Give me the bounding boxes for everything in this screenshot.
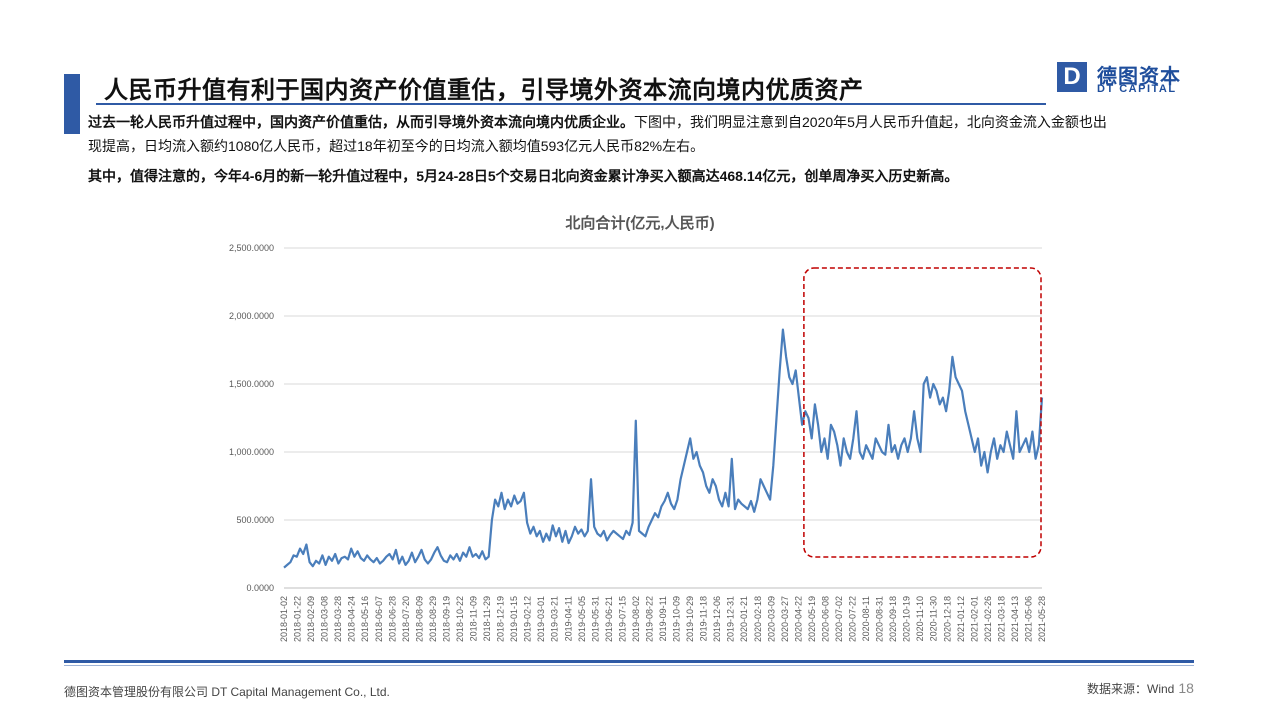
x-tick-label: 2021-02-26	[983, 596, 993, 642]
x-tick-label: 2019-02-12	[523, 596, 533, 642]
x-tick-label: 2018-06-28	[387, 596, 397, 642]
x-tick-label: 2020-08-31	[875, 596, 885, 642]
x-tick-label: 2018-02-09	[306, 596, 316, 642]
x-tick-label: 2019-10-29	[685, 596, 695, 642]
x-tick-label: 2020-07-02	[834, 596, 844, 642]
x-tick-label: 2018-12-19	[496, 596, 506, 642]
company-logo: D 德图资本 DT CAPITAL	[1057, 62, 1187, 102]
footer-rule-thin	[64, 665, 1194, 666]
x-tick-label: 2019-11-18	[699, 596, 709, 641]
x-tick-label: 2018-05-16	[360, 596, 370, 642]
y-tick-label: 1,500.0000	[229, 379, 274, 389]
x-tick-label: 2021-05-06	[1023, 596, 1033, 642]
x-tick-label: 2019-07-15	[617, 596, 627, 642]
x-tick-label: 2020-09-18	[888, 596, 898, 642]
x-tick-label: 2020-11-30	[929, 596, 939, 641]
x-tick-label: 2021-04-13	[1010, 596, 1020, 642]
source-text: 数据来源：Wind	[1087, 682, 1175, 696]
x-tick-label: 2021-03-18	[996, 596, 1006, 642]
logo-cn-text: 德图资本	[1097, 66, 1181, 88]
logo-en-text: DT CAPITAL	[1097, 83, 1177, 95]
x-tick-label: 2020-05-19	[807, 596, 817, 642]
x-tick-label: 2018-01-02	[279, 596, 289, 642]
x-tick-label: 2020-10-19	[902, 596, 912, 642]
x-tick-label: 2020-06-08	[820, 596, 830, 642]
highlight-paragraph: 其中，值得注意的，今年4-6月的新一轮升值过程中，5月24-28日5个交易日北向…	[88, 168, 959, 184]
intro-rest-text: 下图中，我们明显注意到自2020年5月人民币升值起，北向资金流入金额也出现提高，…	[88, 114, 1107, 154]
x-tick-label: 2019-01-15	[509, 596, 519, 642]
footer-source: 数据来源：Wind 18	[1087, 680, 1194, 697]
x-tick-label: 2019-05-05	[577, 596, 587, 642]
title-accent-bar	[64, 74, 80, 134]
x-tick-label: 2019-03-01	[536, 596, 546, 642]
x-tick-label: 2021-02-01	[969, 596, 979, 642]
x-tick-label: 2018-03-08	[320, 596, 330, 642]
intro-paragraph: 过去一轮人民币升值过程中，国内资产价值重估，从而引导境外资本流向境内优质企业。下…	[88, 110, 1108, 158]
x-tick-label: 2018-07-20	[401, 596, 411, 642]
x-tick-label: 2019-06-21	[604, 596, 614, 642]
x-tick-label: 2020-08-11	[861, 596, 871, 641]
x-tick-label: 2020-11-10	[915, 596, 925, 641]
series-line-northbound	[283, 328, 1044, 569]
x-tick-label: 2021-01-12	[956, 596, 966, 642]
x-tick-label: 2018-06-07	[374, 596, 384, 642]
x-tick-label: 2019-05-31	[590, 596, 600, 642]
y-tick-label: 1,000.0000	[229, 447, 274, 457]
x-tick-label: 2019-12-31	[726, 596, 736, 642]
x-tick-label: 2020-07-22	[848, 596, 858, 642]
x-tick-label: 2019-04-11	[563, 596, 573, 641]
x-tick-label: 2020-12-18	[942, 596, 952, 642]
y-tick-label: 2,000.0000	[229, 311, 274, 321]
x-tick-label: 2018-08-29	[428, 596, 438, 642]
x-tick-label: 2018-10-22	[455, 596, 465, 642]
x-tick-label: 2018-09-19	[441, 596, 451, 642]
x-tick-label: 2020-03-09	[766, 596, 776, 642]
page-title: 人民币升值有利于国内资产价值重估，引导境外资本流向境内优质资产	[104, 77, 864, 104]
footer-company: 德图资本管理股份有限公司 DT Capital Management Co., …	[64, 685, 390, 699]
y-tick-label: 0.0000	[246, 583, 274, 593]
x-tick-label: 2020-03-27	[780, 596, 790, 642]
x-tick-label: 2018-11-29	[482, 596, 492, 641]
x-tick-label: 2019-08-02	[631, 596, 641, 642]
highlight-box	[803, 267, 1042, 558]
x-tick-label: 2018-11-09	[469, 596, 479, 641]
x-tick-label: 2018-04-24	[347, 596, 357, 642]
x-tick-label: 2021-05-28	[1037, 596, 1047, 642]
title-underline	[96, 103, 1046, 105]
x-tick-label: 2019-09-11	[658, 596, 668, 641]
northbound-line-chart: 0.0000 500.0000 1,000.0000 1,500.0000 2,000.…	[229, 243, 1047, 642]
y-tick-label: 2,500.0000	[229, 243, 274, 253]
x-tick-label: 2020-01-21	[739, 596, 749, 642]
x-tick-label: 2018-03-28	[333, 596, 343, 642]
intro-bold-text: 过去一轮人民币升值过程中，国内资产价值重估，从而引导境外资本流向境内优质企业。	[88, 114, 634, 130]
x-tick-label: 2019-10-09	[672, 596, 682, 642]
x-tick-label: 2020-02-18	[753, 596, 763, 642]
chart-title: 北向合计(亿元,人民币)	[565, 215, 715, 232]
page-number: 18	[1178, 680, 1194, 696]
logo-mark-icon: D	[1057, 62, 1087, 92]
footer-rule	[64, 660, 1194, 663]
x-tick-label: 2019-12-06	[712, 596, 722, 642]
y-tick-label: 500.0000	[236, 515, 274, 525]
x-tick-label: 2018-01-22	[293, 596, 303, 642]
x-tick-label: 2019-03-21	[550, 596, 560, 642]
x-tick-label: 2019-08-22	[644, 596, 654, 642]
x-tick-label: 2020-04-22	[793, 596, 803, 642]
x-tick-label: 2018-08-09	[414, 596, 424, 642]
